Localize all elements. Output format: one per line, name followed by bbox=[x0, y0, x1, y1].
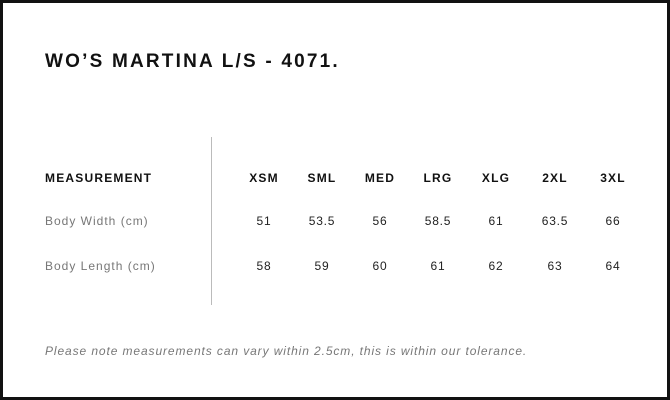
page-title: WO’S MARTINA L/S - 4071. bbox=[45, 51, 340, 72]
table-cell: 66 bbox=[605, 214, 621, 228]
table-cell: 62 bbox=[488, 259, 504, 273]
measurement-header: MEASUREMENT bbox=[45, 171, 153, 185]
size-header-sml: SML bbox=[307, 171, 337, 185]
table-cell: 56 bbox=[372, 214, 388, 228]
size-header-3xl: 3XL bbox=[600, 171, 626, 185]
table-cell: 60 bbox=[372, 259, 388, 273]
row-label: Body Length (cm) bbox=[45, 259, 156, 273]
size-header-2xl: 2XL bbox=[542, 171, 568, 185]
table-cell: 59 bbox=[314, 259, 330, 273]
size-header-lrg: LRG bbox=[423, 171, 453, 185]
row-label: Body Width (cm) bbox=[45, 214, 149, 228]
size-header-xsm: XSM bbox=[249, 171, 279, 185]
size-header-med: MED bbox=[364, 171, 396, 185]
size-header-xlg: XLG bbox=[481, 171, 511, 185]
table-cell: 61 bbox=[430, 259, 446, 273]
table-cell: 51 bbox=[256, 214, 272, 228]
table-cell: 61 bbox=[488, 214, 504, 228]
column-divider bbox=[211, 137, 212, 305]
table-cell: 58 bbox=[256, 259, 272, 273]
table-cell: 63.5 bbox=[541, 214, 569, 228]
table-cell: 58.5 bbox=[424, 214, 452, 228]
table-cell: 64 bbox=[605, 259, 621, 273]
tolerance-note: Please note measurements can vary within… bbox=[45, 344, 528, 358]
table-cell: 53.5 bbox=[308, 214, 336, 228]
table-cell: 63 bbox=[547, 259, 563, 273]
